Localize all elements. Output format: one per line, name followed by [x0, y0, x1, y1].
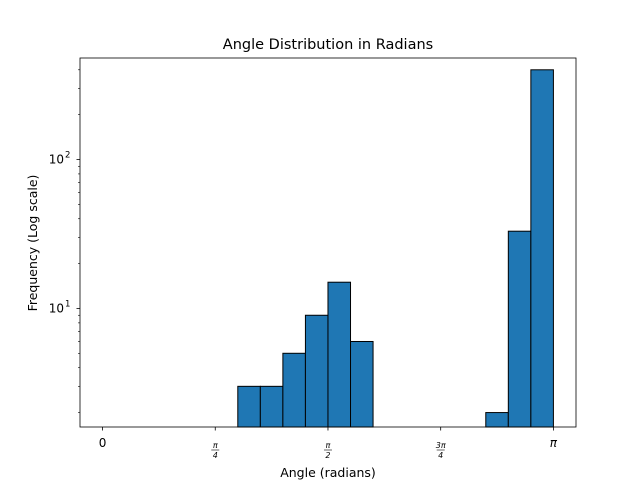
x-tick-label-numerator: π [213, 441, 218, 450]
x-tick-label-denominator: 2 [325, 451, 330, 460]
y-tick-label-base: 10 [49, 301, 64, 315]
y-axis-label: Frequency (Log scale) [25, 175, 40, 312]
x-tick-label-denominator: 4 [213, 451, 218, 460]
x-tick-label-denominator: 4 [438, 451, 443, 460]
x-tick-label: 0 [99, 436, 107, 450]
histogram-bar-1 [259, 385, 284, 428]
x-tick-label-numerator: π [326, 441, 331, 450]
chart-title: Angle Distribution in Radians [223, 37, 433, 53]
bars-group [237, 69, 554, 428]
histogram-bar-7 [507, 230, 532, 428]
x-axis-label: Angle (radians) [280, 465, 376, 480]
x-tick-label: π [550, 436, 558, 450]
histogram-bar-3 [304, 314, 329, 428]
y-tick-label-base: 10 [49, 152, 64, 166]
histogram-bar-4 [327, 281, 352, 428]
y-tick-label-exponent: 1 [65, 299, 70, 309]
x-tick-label-numerator: 3π [436, 441, 446, 450]
histogram-bar-5 [350, 340, 374, 428]
histogram-bar-6 [485, 412, 509, 428]
plot-area-frame [79, 57, 577, 428]
histogram-bar-2 [282, 352, 306, 428]
histogram-bar-8 [530, 69, 554, 428]
histogram-bar-0 [237, 385, 261, 428]
y-tick-label-exponent: 2 [65, 150, 70, 160]
